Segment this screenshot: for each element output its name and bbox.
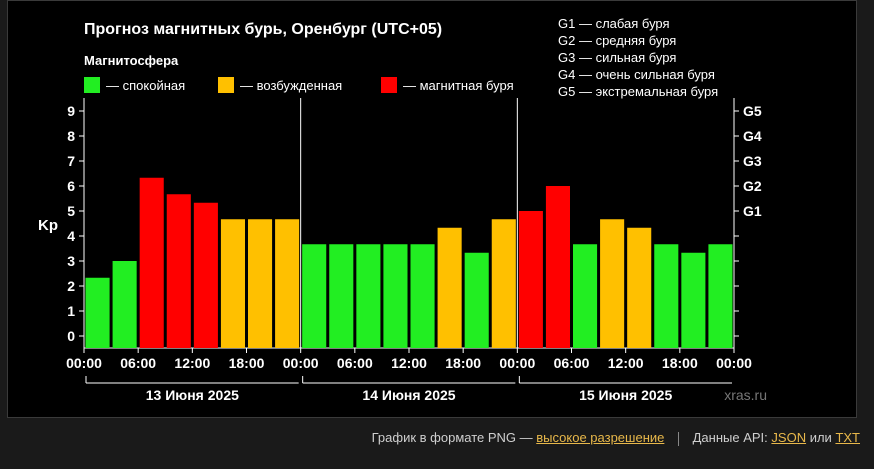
x-tick-label: 18:00 <box>662 355 698 371</box>
g-level-label: G4 <box>743 128 762 144</box>
kp-bar <box>275 219 300 348</box>
chart-title: Прогноз магнитных бурь, Оренбург (UTC+05… <box>84 21 442 38</box>
day-label: 14 Июня 2025 <box>362 387 455 403</box>
x-tick-label: 00:00 <box>283 355 319 371</box>
watermark: xras.ru <box>724 387 767 403</box>
x-tick-label: 00:00 <box>499 355 535 371</box>
legend-label: — спокойная <box>106 78 185 93</box>
txt-link[interactable]: TXT <box>835 430 860 445</box>
y-tick-label: 5 <box>67 203 75 219</box>
y-tick-label: 3 <box>67 253 75 269</box>
y-tick-label: 6 <box>67 178 75 194</box>
storm-level-text: G4 — очень сильная буря <box>558 67 715 82</box>
g-level-label: G3 <box>743 153 762 169</box>
footer: График в формате PNG — высокое разрешени… <box>0 430 860 446</box>
kp-bar <box>573 244 598 348</box>
storm-level-text: G2 — средняя буря <box>558 33 676 48</box>
kp-bar <box>545 186 570 348</box>
kp-bar <box>491 219 516 348</box>
storm-level-text: G3 — сильная буря <box>558 50 676 65</box>
kp-bar <box>518 211 543 348</box>
kp-bar <box>383 244 408 348</box>
x-tick-label: 00:00 <box>716 355 752 371</box>
storm-level-text: G5 — экстремальная буря <box>558 84 718 99</box>
legend-label: — магнитная буря <box>403 78 514 93</box>
y-tick-label: 0 <box>67 328 75 344</box>
json-link[interactable]: JSON <box>771 430 807 445</box>
or-text: или <box>809 430 832 445</box>
kp-bar <box>437 227 462 348</box>
kp-bar <box>627 227 652 348</box>
x-tick-label: 06:00 <box>337 355 373 371</box>
kp-bar <box>681 252 706 348</box>
kp-bar <box>220 219 245 348</box>
kp-bar <box>248 219 273 348</box>
kp-bar <box>302 244 327 348</box>
x-tick-label: 12:00 <box>174 355 210 371</box>
legend-swatch <box>218 77 234 93</box>
y-tick-label: 1 <box>67 303 75 319</box>
legend-title: Магнитосфера <box>84 53 179 68</box>
legend-label: — возбужденная <box>240 78 342 93</box>
kp-bar <box>139 177 164 348</box>
x-tick-label: 18:00 <box>445 355 481 371</box>
x-tick-label: 06:00 <box>554 355 590 371</box>
x-tick-label: 06:00 <box>120 355 156 371</box>
y-tick-label: 9 <box>67 103 75 119</box>
legend-swatch <box>84 77 100 93</box>
png-text: График в формате PNG — <box>371 430 533 445</box>
x-tick-label: 12:00 <box>391 355 427 371</box>
kp-bar <box>600 219 625 348</box>
kp-bar <box>193 202 218 348</box>
kp-forecast-chart: Прогноз магнитных бурь, Оренбург (UTC+05… <box>38 16 767 403</box>
y-axis-label: Kp <box>38 217 58 234</box>
api-text: Данные API: <box>692 430 768 445</box>
kp-bar <box>654 244 679 348</box>
x-tick-label: 12:00 <box>608 355 644 371</box>
kp-bar <box>166 194 191 348</box>
g-level-label: G1 <box>743 203 762 219</box>
g-level-label: G2 <box>743 178 762 194</box>
y-tick-label: 8 <box>67 128 75 144</box>
kp-bar <box>356 244 381 348</box>
footer-divider <box>678 431 679 446</box>
y-tick-label: 4 <box>67 228 75 244</box>
x-tick-label: 18:00 <box>229 355 265 371</box>
storm-level-text: G1 — слабая буря <box>558 16 670 31</box>
kp-bar <box>464 252 489 348</box>
legend-swatch <box>381 77 397 93</box>
kp-bar <box>112 261 137 348</box>
g-level-label: G5 <box>743 103 762 119</box>
x-tick-label: 00:00 <box>66 355 102 371</box>
kp-bar <box>85 277 110 348</box>
kp-bar <box>708 244 733 348</box>
kp-bar <box>329 244 354 348</box>
day-label: 13 Июня 2025 <box>146 387 239 403</box>
high-resolution-link[interactable]: высокое разрешение <box>536 430 665 445</box>
y-tick-label: 7 <box>67 153 75 169</box>
kp-bar <box>410 244 435 348</box>
day-label: 15 Июня 2025 <box>579 387 672 403</box>
y-tick-label: 2 <box>67 278 75 294</box>
